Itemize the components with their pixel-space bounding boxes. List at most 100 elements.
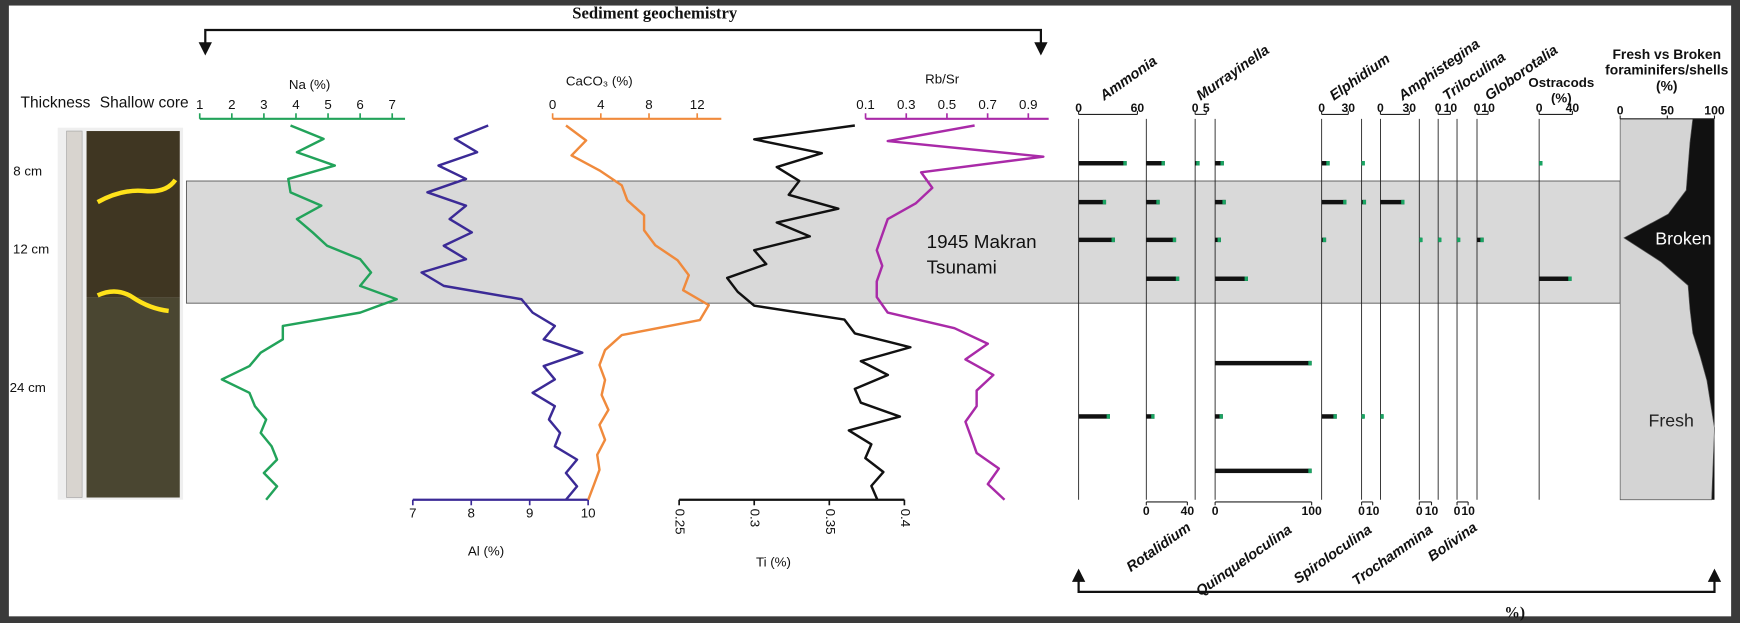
tick-label: 0 — [1212, 504, 1219, 518]
bar — [1215, 277, 1248, 281]
tick-label: 50 — [1661, 103, 1675, 117]
tick-label: 7 — [409, 506, 416, 521]
bar — [1079, 161, 1127, 165]
bar — [1215, 469, 1312, 473]
bar — [1146, 277, 1179, 281]
tick-label: 0.3 — [897, 97, 916, 112]
tick-label: 0 — [1318, 101, 1325, 115]
tick-label: 0 — [549, 97, 556, 112]
bar-tip — [1323, 238, 1326, 242]
bar-tip — [1419, 238, 1422, 242]
tsunami-band — [186, 181, 1620, 303]
tick-label: 100 — [1301, 504, 1322, 518]
panel-title: Fresh vs Broken — [1612, 46, 1721, 62]
event-label: Tsunami — [927, 257, 997, 278]
tick-label: 0 — [1075, 101, 1082, 115]
tick-label: 3 — [260, 97, 267, 112]
bar-tip — [1438, 238, 1441, 242]
tick-label: 0.9 — [1019, 97, 1038, 112]
bar-tip — [1333, 414, 1336, 418]
bar-tip — [1218, 238, 1221, 242]
tick-label: 10 — [1481, 101, 1495, 115]
panel-title: (%) — [1551, 90, 1572, 105]
bar-tip — [1222, 200, 1225, 204]
page: {"figure": {"header": "Sediment geochemi… — [0, 0, 1740, 623]
footer: %) — [1504, 605, 1525, 622]
tick-label: 0.5 — [938, 97, 957, 112]
tick-label: 10 — [1461, 504, 1475, 518]
tick-label: 0.1 — [856, 97, 875, 112]
bar-tip — [1480, 238, 1483, 242]
tick-label: 10 — [581, 506, 596, 521]
tick-label: 8 — [645, 97, 652, 112]
bar-tip — [1308, 361, 1311, 365]
bar — [1215, 361, 1312, 365]
tick-label: 0.4 — [898, 509, 913, 528]
bar — [1539, 277, 1571, 281]
tick-label: 4 — [597, 97, 605, 112]
bar-tip — [1401, 200, 1404, 204]
tick-label: 1 — [196, 97, 203, 112]
tick-label: 9 — [526, 506, 533, 521]
bar-tip — [1196, 161, 1199, 165]
axis-title: CaCO₃ (%) — [566, 74, 633, 89]
bar-tip — [1156, 200, 1159, 204]
tick-label: 30 — [1341, 101, 1355, 115]
bar-tip — [1220, 414, 1223, 418]
bar-tip — [1380, 414, 1383, 418]
bar — [1146, 238, 1176, 242]
header: Sediment geochemistry — [572, 3, 738, 22]
tick-label: 0.3 — [748, 509, 763, 528]
tick-label: 12 — [690, 97, 705, 112]
axis-title: Al (%) — [468, 543, 504, 558]
bar-tip — [1103, 200, 1106, 204]
axis-title: Rb/Sr — [925, 71, 960, 86]
bar-tip — [1107, 414, 1110, 418]
event-label: 1945 Makran — [927, 231, 1037, 252]
tick-label: 2 — [228, 97, 235, 112]
left-label: Thickness — [21, 94, 91, 111]
depth-label: 8 cm — [13, 164, 42, 179]
tick-label: 60 — [1131, 101, 1145, 115]
axis-title: Ti (%) — [756, 555, 791, 570]
tick-label: 5 — [324, 97, 331, 112]
bar-tip — [1151, 414, 1154, 418]
bar-tip — [1457, 238, 1460, 242]
tick-label: 0 — [1454, 504, 1461, 518]
bar — [1322, 200, 1347, 204]
tick-label: 8 — [468, 506, 475, 521]
core-upper — [87, 131, 180, 298]
tick-label: 0 — [1377, 101, 1384, 115]
depth-label: 24 cm — [10, 380, 46, 395]
bar-tip — [1363, 200, 1366, 204]
tick-label: 6 — [356, 97, 363, 112]
core-photo — [58, 128, 183, 500]
ruler — [67, 131, 83, 497]
tick-label: 0.25 — [673, 509, 688, 535]
bar-tip — [1173, 238, 1176, 242]
tick-label: 0 — [1192, 101, 1199, 115]
bar-tip — [1245, 277, 1248, 281]
tick-label: 0 — [1416, 504, 1423, 518]
tick-label: 0 — [1536, 101, 1543, 115]
bar-tip — [1343, 200, 1346, 204]
panel-title: Ostracods — [1528, 75, 1594, 90]
area-label: Broken — [1655, 229, 1711, 249]
bar — [1380, 200, 1404, 204]
bar-tip — [1161, 161, 1164, 165]
tick-label: 0 — [1617, 103, 1624, 117]
depth-label: 12 cm — [13, 241, 49, 256]
bar-tip — [1112, 238, 1115, 242]
tick-label: 0 — [1435, 101, 1442, 115]
tick-label: 100 — [1704, 103, 1725, 117]
bar-tip — [1123, 161, 1126, 165]
tick-label: 0 — [1358, 504, 1365, 518]
panel-title: foraminifers/shells — [1605, 62, 1728, 78]
axis-title: Na (%) — [289, 77, 330, 92]
tick-label: 40 — [1181, 504, 1195, 518]
figure: Sediment geochemistry %) Thickness Shall… — [0, 0, 1740, 623]
bar-tip — [1308, 469, 1311, 473]
tick-label: 0 — [1474, 101, 1481, 115]
area-label: Fresh — [1649, 411, 1694, 431]
tick-label: 0.35 — [823, 509, 838, 535]
